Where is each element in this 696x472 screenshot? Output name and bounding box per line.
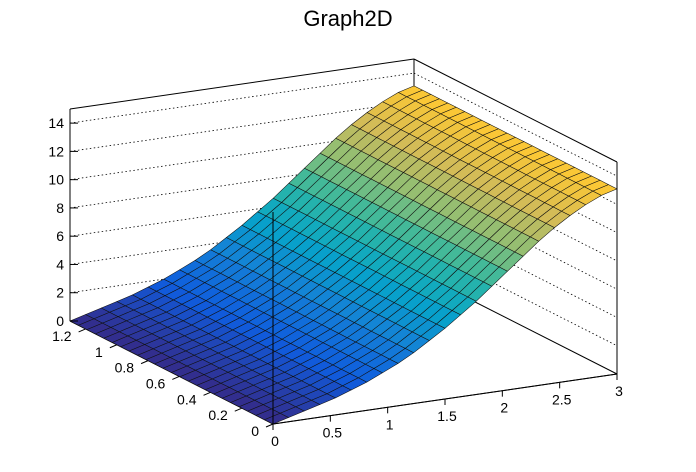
- y-tick: [140, 360, 149, 365]
- x-tick-label: 1.5: [437, 408, 457, 424]
- x-axis-tick-labels: 0 0.5 1 1.5 2 2.5 3: [271, 383, 623, 449]
- y-tick-label: 0.6: [146, 376, 166, 392]
- z-tick-label: 14: [48, 115, 64, 131]
- surface-cell: [592, 184, 618, 196]
- z-tick-label: 4: [56, 257, 64, 273]
- y-tick: [78, 328, 86, 333]
- z-axis-tick-labels: 0 2 4 6 8 10 12 14: [48, 115, 64, 329]
- y-tick: [265, 423, 274, 428]
- surface-mesh: [69, 85, 618, 425]
- x-tick-label: 2: [500, 400, 508, 416]
- x-tick-label: 1: [386, 416, 394, 432]
- axis-ticks: [70, 122, 618, 430]
- x-tick-label: 0: [271, 433, 279, 449]
- x-tick-label: 3: [615, 383, 623, 399]
- y-tick: [203, 391, 211, 396]
- z-tick-label: 2: [56, 285, 64, 301]
- z-grid-line: [69, 72, 415, 124]
- y-tick-label: 1: [95, 344, 103, 360]
- chart-title: Graph2D: [303, 6, 392, 31]
- x-tick-label: 2.5: [552, 391, 572, 407]
- y-tick-label: 1.2: [52, 328, 72, 344]
- z-tick-label: 10: [48, 172, 64, 188]
- z-tick-label: 6: [56, 228, 64, 244]
- z-tick-label: 8: [56, 200, 64, 216]
- y-tick: [172, 376, 180, 380]
- y-tick-label: 0.8: [115, 360, 135, 376]
- y-axis-tick-labels: 0 0.2 0.4 0.6 0.8 1 1.2: [52, 328, 259, 439]
- y-tick: [109, 344, 118, 349]
- y-tick-label: 0.2: [208, 407, 228, 423]
- z-tick-label: 0: [56, 313, 64, 329]
- y-tick-label: 0.4: [177, 391, 197, 407]
- frame-edge: [69, 58, 415, 110]
- z-tick-label: 12: [48, 143, 64, 159]
- y-tick: [234, 407, 242, 412]
- x-tick-label: 0.5: [323, 425, 343, 441]
- y-tick-label: 0: [251, 423, 259, 439]
- frame-edge: [413, 58, 618, 163]
